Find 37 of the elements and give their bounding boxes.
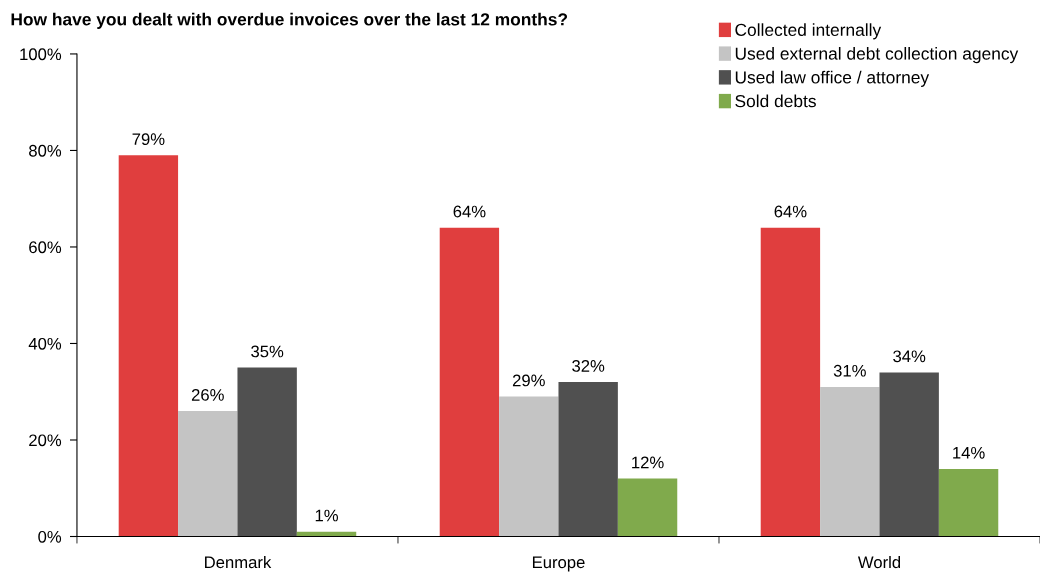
bar (178, 411, 238, 537)
data-label: 34% (893, 350, 926, 363)
data-label: 14% (953, 446, 985, 459)
bar (558, 382, 618, 537)
data-label: 79% (132, 133, 165, 146)
bar (118, 155, 179, 537)
data-label: 12% (632, 456, 664, 469)
y-tick-label: 100% (20, 48, 62, 61)
y-tick-label: 80% (29, 144, 62, 157)
legend-label: Used law office / attorney (735, 70, 930, 87)
y-tick-label: 20% (29, 434, 62, 447)
y-tick-label: 60% (29, 241, 62, 254)
data-label: 29% (512, 374, 545, 387)
bar (499, 396, 559, 537)
legend-label: Collected internally (735, 23, 882, 40)
x-tick-label: Europe (532, 556, 585, 572)
y-tick-label: 40% (28, 337, 62, 350)
data-label: 64% (774, 205, 807, 218)
data-label: 32% (572, 360, 605, 372)
x-tick-label: World (857, 555, 901, 569)
data-label: 35% (251, 345, 284, 358)
chart-title: How have you dealt with overdue invoices over the last 12 months? (11, 12, 568, 29)
bar (760, 227, 821, 537)
x-tick-label: Denmark (205, 555, 272, 569)
legend-label: Used external debt collection agency (735, 47, 1019, 64)
data-label: 31% (833, 364, 866, 377)
legend-label: Sold debts (735, 94, 816, 108)
bar (617, 478, 678, 537)
y-tick-label: 0% (38, 530, 62, 543)
bar (820, 386, 880, 537)
data-label: 1% (315, 509, 338, 522)
bar (237, 367, 297, 537)
data-label: 26% (191, 388, 224, 401)
bar (439, 227, 500, 537)
data-label: 64% (453, 205, 486, 218)
bar (938, 468, 999, 537)
bar (879, 372, 939, 537)
